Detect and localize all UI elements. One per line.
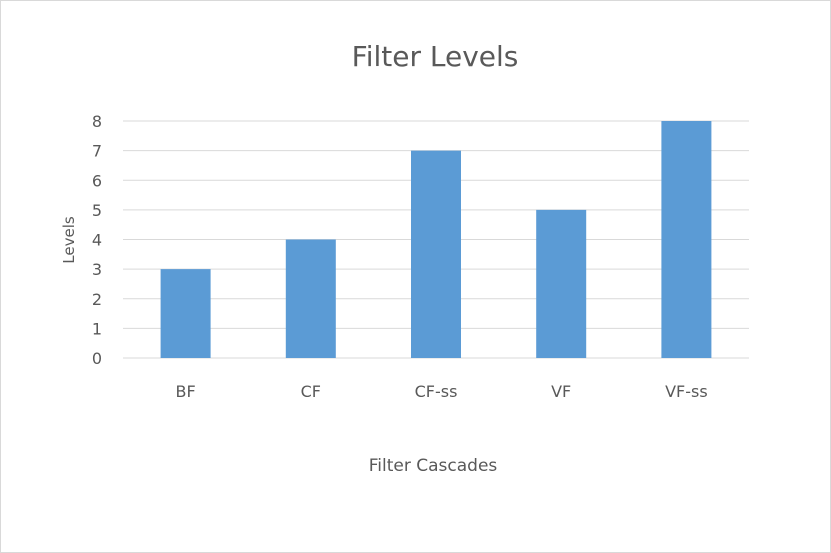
bar-cf — [285, 239, 336, 358]
chart-title: Filter Levels — [352, 40, 519, 73]
x-tick-label: CF — [301, 382, 321, 401]
bar-cf-ss — [411, 150, 461, 358]
x-tick-label: CF-ss — [415, 382, 458, 401]
x-tick-label: BF — [176, 382, 196, 401]
x-tick-label: VF — [551, 382, 571, 401]
y-tick-label: 0 — [92, 349, 102, 368]
x-tick-label: VF-ss — [665, 382, 708, 401]
y-tick-label: 5 — [92, 201, 102, 220]
y-axis-title: Levels — [60, 216, 78, 264]
y-tick-label: 6 — [92, 171, 102, 190]
y-axis-ticks: 0 1 2 3 4 5 6 7 8 — [92, 112, 102, 368]
bars — [160, 121, 712, 358]
y-tick-label: 3 — [92, 260, 102, 279]
y-tick-label: 2 — [92, 290, 102, 309]
x-axis-title: Filter Cascades — [369, 456, 498, 476]
bar-bf — [160, 269, 211, 358]
y-tick-label: 8 — [92, 112, 102, 131]
bar-vf — [536, 209, 587, 358]
y-tick-label: 4 — [92, 231, 102, 250]
x-axis-ticks: BF CF CF-ss VF VF-ss — [176, 382, 708, 401]
y-tick-label: 1 — [92, 319, 102, 338]
bar-vf-ss — [661, 121, 712, 358]
y-tick-label: 7 — [92, 142, 102, 161]
